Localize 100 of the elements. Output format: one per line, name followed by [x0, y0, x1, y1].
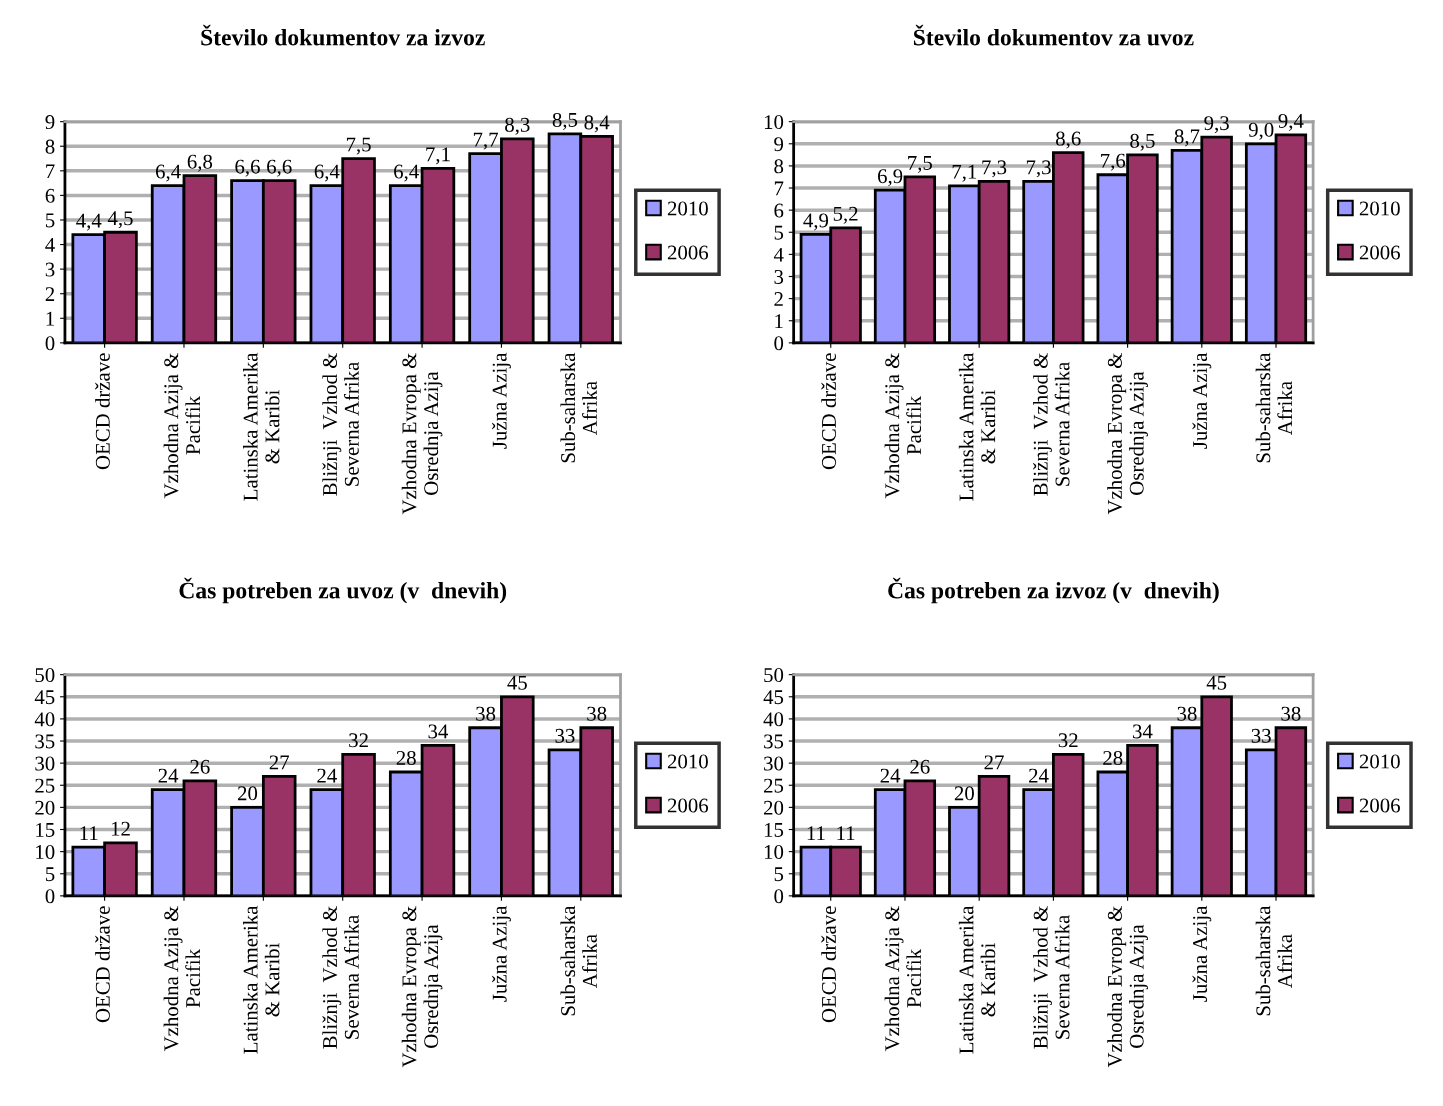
- data-label: 4,9: [803, 213, 829, 231]
- y-tick-label: 4: [773, 247, 784, 262]
- data-label: 7,7: [473, 132, 498, 150]
- y-tick-label: 3: [774, 269, 784, 284]
- y-tick-label: 30: [764, 756, 784, 771]
- data-label: 8,7: [1174, 129, 1200, 147]
- data-label: 11: [807, 826, 825, 840]
- y-tick-label: 5: [46, 867, 55, 882]
- data-label: 8,3: [505, 117, 530, 135]
- x-tick-label: Latinska Amerika & Karibi: [958, 905, 996, 1054]
- x-tick-label: Latinska Amerika & Karibi: [958, 352, 996, 501]
- data-label: 38: [587, 706, 607, 721]
- data-label: 8,5: [552, 112, 578, 130]
- data-label: 7,3: [1026, 160, 1051, 178]
- x-tick-label: Vzhodna Evropa & Osrednja Azija: [401, 352, 443, 515]
- y-tick-label: 4: [45, 238, 55, 252]
- x-tick-label: Bližnji Vzhod & Severna Afrika: [1033, 352, 1070, 496]
- data-label: 7,5: [908, 156, 933, 173]
- data-label: 4,5: [107, 211, 133, 229]
- x-tick-label: Južna Azija: [491, 905, 511, 1002]
- data-label: 28: [1103, 750, 1123, 765]
- x-tick-label: Bližnji Vzhod & Severna Afrika: [322, 905, 359, 1049]
- data-label: 26: [190, 759, 210, 774]
- data-label: 33: [1251, 728, 1271, 743]
- y-tick-label: 25: [35, 778, 55, 793]
- y-tick-label: 35: [764, 734, 784, 749]
- legend-label: 2010: [667, 201, 708, 216]
- data-label: 6,4: [155, 164, 181, 182]
- data-label: 6,6: [267, 159, 292, 177]
- y-tick-label: 9: [774, 137, 784, 152]
- x-tick-label: Latinska Amerika & Karibi: [243, 352, 280, 501]
- data-label: 24: [317, 768, 337, 783]
- data-label: 6,6: [235, 159, 260, 177]
- data-label: 38: [1177, 706, 1197, 721]
- data-label: 24: [880, 768, 901, 783]
- data-label: 45: [507, 675, 527, 690]
- y-tick-label: 7: [774, 181, 784, 196]
- data-label: 33: [555, 728, 575, 743]
- y-tick-label: 3: [45, 262, 55, 277]
- y-tick-label: 20: [764, 800, 784, 815]
- y-tick-label: 25: [764, 778, 784, 793]
- data-label: 8,6: [1056, 131, 1081, 149]
- data-label: 24: [1029, 768, 1049, 783]
- x-tick-label: Vzhodna Evropa & Osrednja Azija: [401, 905, 443, 1068]
- chart-title: Čas potreben za uvoz (v dnevih): [179, 577, 507, 604]
- y-tick-label: 5: [774, 867, 784, 882]
- data-label: 38: [1281, 706, 1301, 721]
- x-tick-label: Vzhodna Evropa & Osrednja Azija: [1107, 352, 1148, 515]
- y-tick-label: 0: [45, 336, 55, 351]
- x-tick-label: OECD države: [95, 353, 110, 470]
- data-label: 11: [80, 826, 98, 840]
- x-tick-label: Južna Azija: [1192, 352, 1212, 449]
- x-tick-label: OECD države: [95, 906, 110, 1023]
- data-label: 7,5: [346, 137, 371, 155]
- data-label: 7,1: [426, 147, 450, 165]
- y-tick-label: 0: [774, 889, 784, 904]
- data-label: 11: [837, 826, 855, 840]
- chart-title: Čas potreben za izvoz (v dnevih): [888, 577, 1219, 604]
- data-label: 20: [954, 786, 974, 801]
- data-label: 28: [396, 750, 416, 765]
- y-tick-label: 5: [774, 225, 784, 240]
- y-tick-label: 9: [45, 115, 55, 130]
- data-label: 6,9: [878, 169, 903, 187]
- legend-label: 2010: [667, 754, 708, 769]
- chart-title: Število dokumentov za izvoz: [201, 24, 485, 46]
- x-tick-label: Bližnji Vzhod & Severna Afrika: [1033, 905, 1070, 1049]
- x-tick-label: Sub-saharska Afrika: [1255, 905, 1293, 1016]
- x-tick-label: OECD države: [821, 353, 836, 470]
- x-tick-label: Južna Azija: [491, 352, 511, 449]
- x-tick-label: Bližnji Vzhod & Severna Afrika: [322, 352, 359, 496]
- y-tick-label: 10: [764, 115, 784, 130]
- legend-label: 2006: [667, 245, 709, 260]
- data-label: 32: [1058, 733, 1078, 748]
- x-tick-label: Vzhodna Azija & Pacifik: [163, 352, 201, 499]
- y-tick-label: 50: [35, 668, 55, 683]
- data-label: 20: [237, 786, 258, 801]
- legend-label: 2006: [667, 798, 709, 813]
- y-tick-label: 8: [774, 159, 784, 174]
- x-tick-label: Južna Azija: [1192, 905, 1212, 1002]
- x-tick-label: Vzhodna Azija & Pacifik: [884, 352, 922, 499]
- y-tick-label: 50: [764, 668, 784, 683]
- data-label: 27: [269, 755, 290, 770]
- y-tick-label: 7: [46, 164, 55, 179]
- y-tick-label: 1: [775, 314, 783, 328]
- data-label: 4,4: [76, 213, 102, 231]
- y-tick-label: 8: [45, 139, 55, 154]
- data-label: 7,3: [982, 160, 1007, 178]
- data-label: 9,4: [1278, 113, 1304, 131]
- y-tick-label: 45: [34, 690, 55, 705]
- data-label: 9,3: [1204, 116, 1229, 134]
- x-tick-label: OECD države: [821, 906, 836, 1023]
- data-label: 12: [111, 821, 130, 836]
- y-tick-label: 45: [763, 690, 784, 705]
- legend-label: 2006: [1359, 245, 1400, 260]
- data-label: 32: [349, 733, 368, 748]
- x-tick-label: Sub-saharska Afrika: [560, 352, 597, 463]
- y-tick-label: 6: [45, 188, 55, 203]
- y-tick-label: 6: [774, 203, 784, 218]
- data-label: 38: [476, 706, 496, 721]
- y-tick-label: 2: [774, 292, 783, 306]
